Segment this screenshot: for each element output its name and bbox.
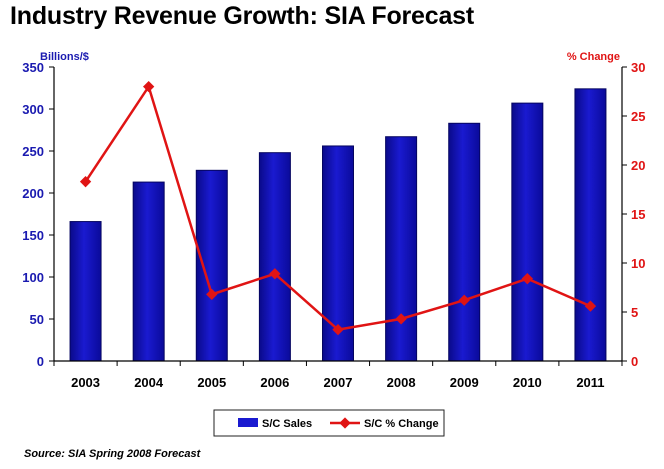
right-tick-label: 5 (631, 305, 638, 320)
legend-line-marker (339, 417, 351, 429)
bar-2010 (511, 102, 544, 362)
left-tick-label: 350 (22, 60, 44, 75)
right-axis-label: % Change (567, 51, 620, 63)
x-tick-label: 2010 (513, 375, 542, 390)
bar-series (69, 88, 607, 362)
point-2008 (395, 313, 407, 325)
left-tick-label: 200 (22, 186, 44, 201)
left-tick-label: 0 (37, 354, 44, 369)
legend-item-sales: S/C Sales (262, 418, 312, 430)
legend-item-change: S/C % Change (364, 418, 439, 430)
left-tick-label: 150 (22, 228, 44, 243)
right-tick-label: 0 (631, 354, 638, 369)
left-axis-label: Billions/$ (40, 51, 89, 63)
bar-2009 (448, 122, 481, 362)
bar-2011 (574, 88, 607, 362)
bar-2005 (195, 169, 228, 362)
x-tick-label: 2004 (134, 375, 164, 390)
left-tick-label: 300 (22, 102, 44, 117)
bar-2008 (385, 136, 418, 362)
x-tick-label: 2006 (260, 375, 289, 390)
x-tick-label: 2003 (71, 375, 100, 390)
point-2006 (269, 268, 281, 280)
line-series (79, 80, 597, 336)
point-2005 (206, 288, 218, 301)
bar-2003 (69, 221, 102, 362)
left-tick-label: 250 (22, 144, 44, 159)
x-tick-label: 2008 (387, 375, 416, 390)
chart-axes: 0 50 100 150 200 250 300 350 0 5 10 15 20 25 30 2003 200… (22, 60, 645, 390)
bar-2006 (258, 152, 291, 362)
x-tick-label: 2005 (197, 375, 226, 390)
legend-bar-swatch (238, 418, 258, 427)
right-tick-label: 25 (631, 109, 645, 124)
right-tick-label: 30 (631, 60, 645, 75)
legend: S/C Sales S/C % Change (213, 409, 445, 437)
x-tick-label: 2011 (576, 375, 604, 390)
right-tick-label: 15 (631, 207, 645, 222)
right-tick-label: 20 (631, 158, 645, 173)
left-tick-label: 100 (22, 270, 44, 285)
bar-2004 (132, 181, 165, 362)
right-tick-label: 10 (631, 256, 645, 271)
x-tick-label: 2007 (324, 375, 353, 390)
x-tick-label: 2009 (450, 375, 479, 390)
left-tick-label: 50 (30, 312, 44, 327)
chart-title: Industry Revenue Growth: SIA Forecast (10, 2, 474, 30)
point-2010 (521, 273, 533, 285)
source-note: Source: SIA Spring 2008 Forecast (24, 448, 201, 460)
point-2011 (584, 300, 597, 312)
point-2007 (332, 323, 344, 336)
point-2009 (458, 294, 470, 306)
